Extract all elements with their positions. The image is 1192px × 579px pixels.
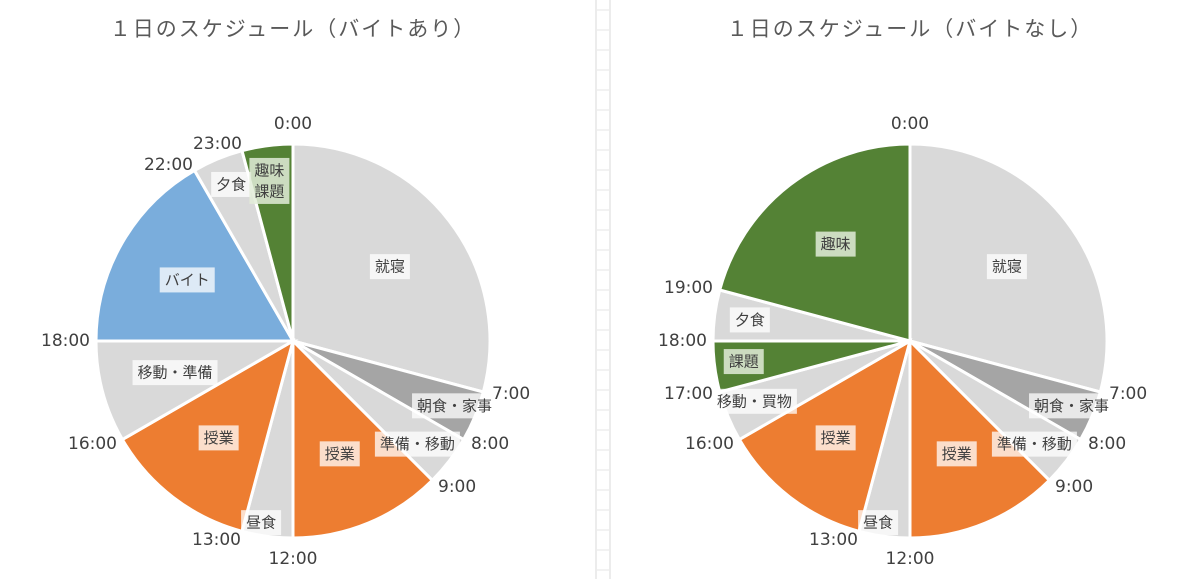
slice-label-text: 夕食 [735,311,765,329]
slice-label: 授業 [815,425,856,451]
slice-label-background [241,510,282,536]
slice-label: 課題 [723,349,764,375]
slice-label: 就寝 [369,254,410,280]
slice-label-background [1029,393,1115,419]
chart-title: １日のスケジュール（バイトなし） [727,17,1094,41]
slice-label-text: 準備・移動 [997,435,1072,453]
slice-label: 夕食 [729,307,770,333]
slice-label-text: 趣味 [821,235,851,253]
slice-label-text: バイト [165,271,210,289]
slice-label: 趣味 [815,231,856,257]
time-label: 9:00 [1055,477,1093,497]
slice-label-text: 課題 [729,353,759,371]
slice-label-text: 準備・移動 [380,435,455,453]
slice-label-text: 授業 [942,445,972,463]
pie-slices [94,142,492,540]
pie-slice [94,168,296,343]
slice-label: 移動・買物 [711,388,797,414]
slice-label-text: 昼食 [863,514,893,532]
pie-slice [908,337,1052,540]
slice-label-text: 朝食・家事 [1034,397,1109,415]
time-label: 16:00 [685,434,734,454]
pie-chart-without-parttime: １日のスケジュール（バイトなし） 就寝朝食・家事準備・移動授業昼食授業移動・買物… [658,17,1147,569]
slice-label-background [369,254,410,280]
sheet-row-ticks [597,9,609,571]
time-label: 7:00 [1109,384,1147,404]
slice-label-background [132,360,218,386]
slice-label: 昼食 [241,510,282,536]
slice-label-background [159,267,215,293]
time-label: 18:00 [658,331,707,351]
slice-label: 昼食 [858,510,899,536]
slice-label: 授業 [198,425,239,451]
pie-chart-with-parttime: １日のスケジュール（バイトあり） 就寝朝食・家事準備・移動授業昼食授業移動・準備… [41,17,530,569]
time-label: 12:00 [886,549,935,569]
chart-title: １日のスケジュール（バイトあり） [110,17,477,41]
slice-label-text: 移動・買物 [717,392,792,410]
slice-label: 就寝 [986,254,1027,280]
slice-label-background [374,431,460,457]
slice-label-background [986,254,1027,280]
slice-label-text: 就寝 [992,258,1022,276]
slice-label-background [198,425,239,451]
slice-label: 移動・準備 [132,360,218,386]
slice-label-text: 夕食 [216,175,246,193]
time-label: 9:00 [438,477,476,497]
time-label: 7:00 [492,384,530,404]
slice-label: 朝食・家事 [412,393,498,419]
slice-label-background [249,157,290,204]
pie-slice [717,142,912,343]
time-label: 0:00 [274,114,312,134]
slice-label-text: 趣味 [254,161,284,179]
time-label: 12:00 [269,549,318,569]
slice-label-background [936,441,977,467]
slice-label-background [319,441,360,467]
slice-label-background [815,425,856,451]
time-label: 18:00 [41,331,90,351]
time-label: 13:00 [192,530,241,550]
slice-label-text: 授業 [325,445,355,463]
slice-label: 朝食・家事 [1029,393,1115,419]
slice-label-background [815,231,856,257]
time-label: 8:00 [1088,434,1126,454]
slice-label-text: 朝食・家事 [417,397,492,415]
time-label: 13:00 [809,530,858,550]
time-label: 17:00 [664,384,713,404]
slice-label-background [858,510,899,536]
slice-label-text: 昼食 [246,514,276,532]
slice-label-text: 移動・準備 [138,364,213,382]
slice-label: 準備・移動 [374,431,460,457]
slice-label-text: 就寝 [375,258,405,276]
time-labels: 0:00 7:00 8:00 9:00 12:00 13:00 16:00 17:00 18:0… [658,114,1147,569]
slice-label: バイト [159,267,215,293]
time-labels: 0:00 7:00 8:00 9:00 12:00 13:00 16:00 18:00 22:0… [41,114,530,569]
slice-label-text: 授業 [204,429,234,447]
time-label: 19:00 [664,278,713,298]
slice-label-background [729,307,770,333]
time-label: 23:00 [193,134,242,154]
time-label: 0:00 [891,114,929,134]
slice-label-background [991,431,1077,457]
time-label: 22:00 [144,155,193,175]
time-label: 16:00 [68,434,117,454]
pie-slices [711,142,1109,540]
slice-label-background [723,349,764,375]
slice-label: 準備・移動 [991,431,1077,457]
slice-label-text: 課題 [254,182,284,200]
time-label: 8:00 [471,434,509,454]
slice-label-background [711,388,797,414]
slice-label: 授業 [319,441,360,467]
slice-label: 夕食 [211,171,252,197]
slice-label-background [412,393,498,419]
pie-slice [291,337,435,540]
slice-label-text: 授業 [821,429,851,447]
slice-label-background [211,171,252,197]
slice-label: 授業 [936,441,977,467]
